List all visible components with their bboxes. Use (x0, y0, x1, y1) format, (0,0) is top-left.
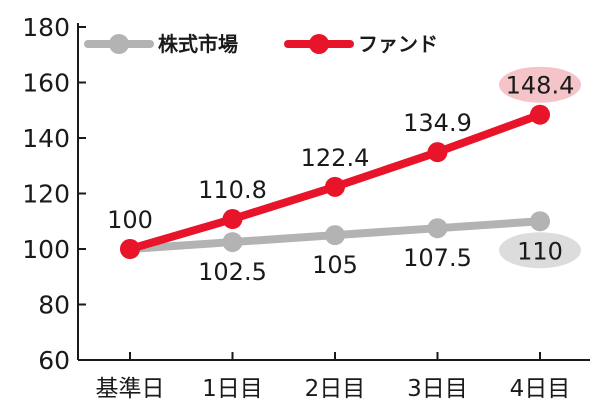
legend-label: 株式市場 (158, 32, 238, 56)
value-highlight (499, 66, 581, 103)
y-tick-label: 100 (22, 235, 70, 264)
x-axis-ticks: 基準日 1日目 2日目 3日目 4日目 (96, 352, 571, 402)
data-label: 102.5 (198, 258, 267, 286)
data-labels: 102.5 105 107.5 110 100 110.8 122.4 134.9 148.4 (107, 72, 574, 286)
x-tick-label: 基準日 (96, 376, 165, 402)
value-highlight (499, 232, 581, 269)
legend-marker (109, 34, 129, 54)
y-tick-label: 160 (22, 69, 70, 98)
data-label: 134.9 (403, 109, 472, 137)
data-label: 100 (107, 206, 153, 234)
data-point (530, 211, 550, 232)
data-label: 110.8 (198, 176, 267, 204)
legend: 株式市場 ファンド (84, 32, 438, 56)
data-label: 122.4 (301, 144, 370, 172)
data-label: 110 (517, 237, 563, 265)
data-label: 107.5 (403, 244, 472, 272)
data-point (530, 104, 550, 125)
y-tick-label: 80 (38, 291, 70, 320)
value-highlights (499, 66, 581, 269)
data-points (120, 104, 550, 259)
x-tick-label: 2日目 (305, 376, 366, 402)
data-point (222, 232, 243, 253)
data-point (325, 176, 345, 197)
x-tick-label: 3日目 (407, 376, 468, 402)
data-point (120, 239, 140, 259)
y-tick-label: 60 (38, 346, 70, 375)
data-label: 148.4 (506, 72, 575, 100)
y-tick-label: 140 (22, 124, 70, 153)
data-point (222, 209, 243, 230)
data-point (427, 218, 448, 239)
x-tick-label: 1日目 (202, 376, 263, 402)
y-tick-label: 120 (22, 180, 70, 209)
legend-marker (309, 34, 329, 54)
x-tick-label: 4日目 (510, 376, 571, 402)
data-label: 105 (312, 251, 358, 279)
legend-label: ファンド (358, 32, 438, 56)
y-tick-label: 180 (22, 13, 70, 42)
data-point (325, 225, 345, 246)
data-point (427, 142, 448, 163)
y-axis-ticks: 60 80 100 120 140 160 180 (22, 13, 86, 375)
